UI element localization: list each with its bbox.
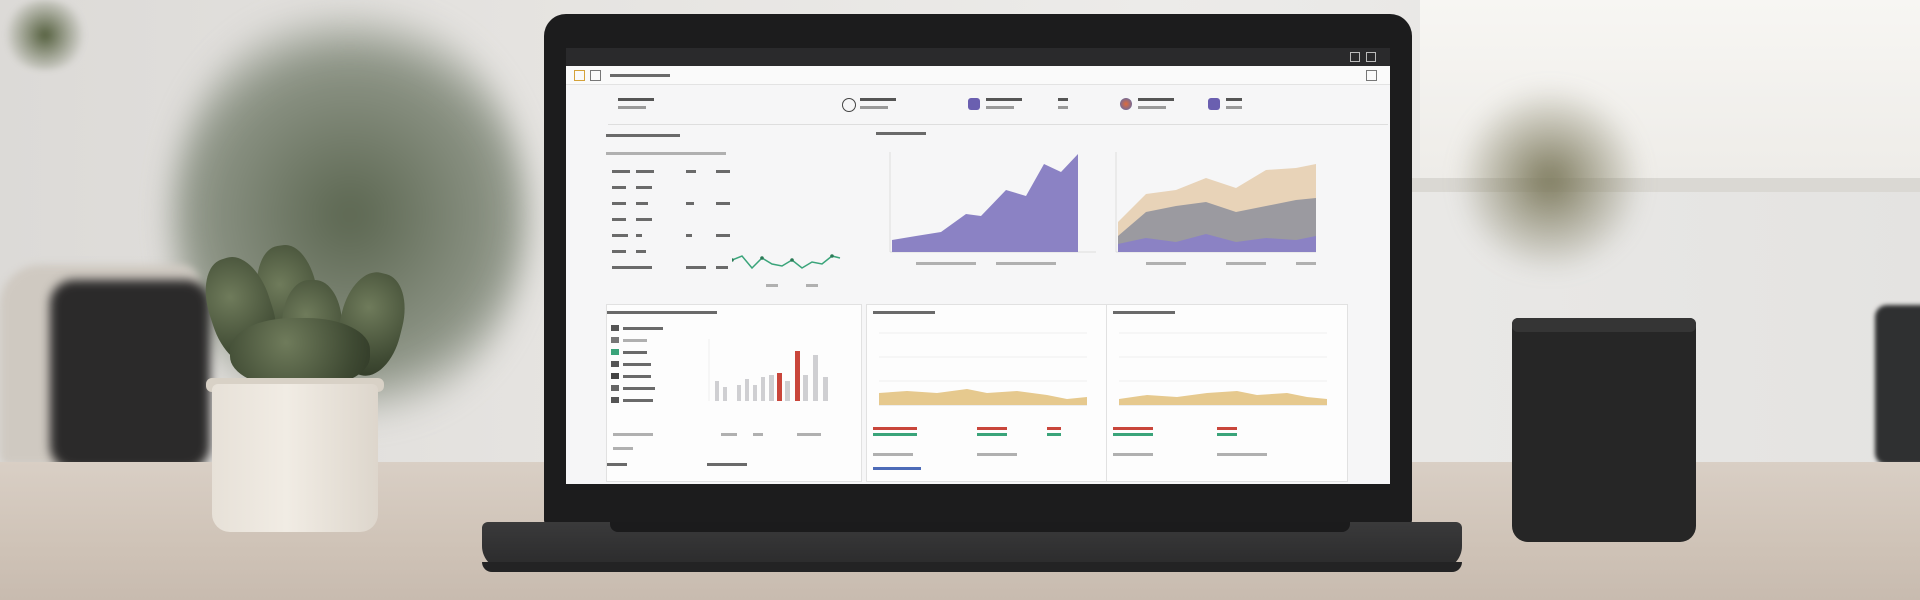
area-chart-purple [889, 152, 1096, 253]
panel-bars [606, 304, 862, 482]
stat-security[interactable] [1208, 96, 1268, 116]
user-icon [968, 98, 980, 110]
stat-refresh[interactable] [842, 96, 912, 116]
stat-overview[interactable] [618, 96, 678, 116]
laptop-hinge [610, 522, 1350, 532]
window-controls[interactable] [1350, 52, 1380, 62]
refresh-icon[interactable] [842, 98, 856, 112]
mini-line-chart [732, 254, 841, 270]
bar-chart [708, 339, 828, 401]
stat-users[interactable] [968, 96, 1038, 116]
panel-wave-b [1106, 304, 1348, 482]
stats-header [608, 88, 1388, 125]
background-cushion [50, 280, 210, 470]
background-chair [1875, 305, 1920, 465]
folder-icon[interactable] [590, 70, 601, 81]
stat-global[interactable] [1120, 96, 1190, 116]
black-cup [1512, 318, 1696, 542]
plant-pot [212, 384, 378, 532]
panel-area-purple [866, 128, 1106, 298]
window-titlebar [566, 48, 1390, 66]
panel-area-stacked [1106, 128, 1346, 298]
laptop-brand-label [880, 508, 1080, 522]
app-toolbar [566, 66, 1390, 85]
panel-wave-a [866, 304, 1108, 482]
cup-rim [1512, 318, 1696, 332]
panel-summary [606, 128, 841, 313]
laptop-screen [566, 48, 1390, 484]
area-chart-yellow-b [1119, 332, 1327, 406]
area-chart-stacked [1115, 152, 1316, 253]
laptop-front-edge [482, 562, 1462, 572]
area-chart-yellow-a [879, 332, 1087, 406]
settings-icon[interactable] [1366, 70, 1377, 81]
pencil-icon[interactable] [574, 70, 585, 81]
toolbar-text [610, 74, 670, 77]
minimize-icon[interactable] [1350, 52, 1360, 62]
close-icon[interactable] [1366, 52, 1376, 62]
lock-icon [1208, 98, 1220, 110]
corner-leaves [0, 0, 90, 70]
globe-icon [1120, 98, 1132, 110]
stat-items[interactable] [1058, 96, 1098, 116]
background-plant-right [1460, 80, 1640, 280]
